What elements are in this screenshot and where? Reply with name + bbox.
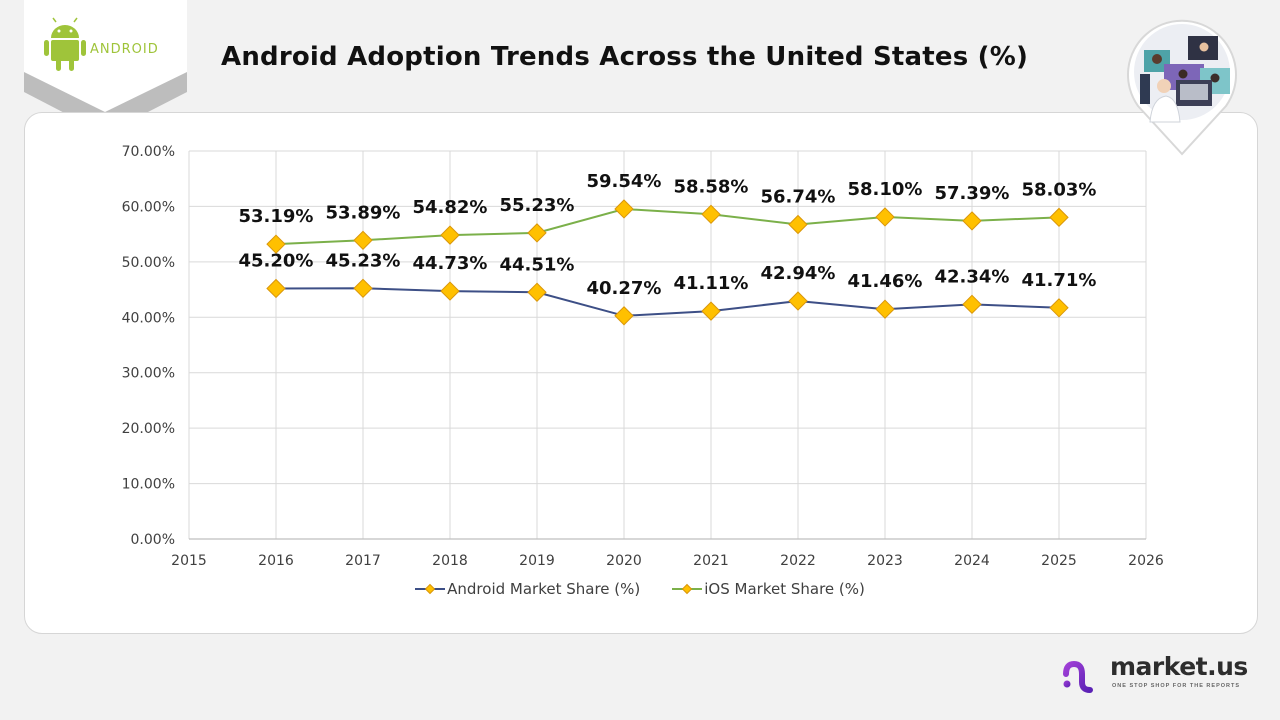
ios-marker xyxy=(614,199,634,219)
market-us-logo-icon xyxy=(1063,660,1105,693)
android-logo-banner: ANDROID xyxy=(24,0,187,134)
android-data-label: 44.51% xyxy=(500,254,575,275)
y-tick-label: 70.00% xyxy=(122,144,175,160)
x-tick-label: 2019 xyxy=(519,553,555,569)
ios-data-label: 53.19% xyxy=(239,206,314,227)
android-data-label: 40.27% xyxy=(587,278,662,299)
ios-marker xyxy=(527,223,547,243)
page-title: Android Adoption Trends Across the Unite… xyxy=(221,42,1029,72)
android-marker xyxy=(788,291,808,311)
x-tick-label: 2020 xyxy=(606,553,642,569)
android-data-label: 45.20% xyxy=(239,250,314,271)
y-tick-label: 0.00% xyxy=(131,532,175,548)
android-data-label: 44.73% xyxy=(413,253,488,274)
android-marker xyxy=(962,294,982,315)
android-data-label: 42.94% xyxy=(761,263,836,284)
axes: 0.00% 10.00% 20.00% 30.00% 40.00% 50.00% 60.00… xyxy=(122,144,1164,569)
x-tick-label: 2026 xyxy=(1128,553,1164,569)
android-marker xyxy=(701,301,721,321)
y-tick-label: 40.00% xyxy=(122,310,175,326)
android-marker xyxy=(1049,298,1069,318)
y-tick-label: 10.00% xyxy=(122,477,175,493)
android-data-label: 41.46% xyxy=(848,271,923,292)
video-conference-illustration xyxy=(1127,19,1237,156)
ios-marker xyxy=(788,214,808,235)
x-tick-label: 2022 xyxy=(780,553,816,569)
ios-data-label: 57.39% xyxy=(935,183,1010,204)
android-robot-icon xyxy=(44,17,86,71)
ios-data-label: 58.10% xyxy=(848,179,923,200)
y-tick-label: 30.00% xyxy=(122,366,175,382)
ios-data-label: 54.82% xyxy=(413,197,488,218)
android-marker xyxy=(875,299,895,319)
ios-marker xyxy=(1049,207,1069,228)
data-labels: 45.20% 45.23% 44.73% 44.51% 40.27% 41.11% 42.9… xyxy=(239,171,1097,299)
android-data-label: 41.71% xyxy=(1022,270,1097,291)
y-tick-label: 20.00% xyxy=(122,421,175,437)
ios-marker xyxy=(353,230,373,251)
brand-name: market.us xyxy=(1110,652,1248,681)
legend-item-ios[interactable]: iOS Market Share (%) xyxy=(672,580,865,598)
ios-data-label: 58.58% xyxy=(674,176,749,197)
ios-data-label: 56.74% xyxy=(761,186,836,207)
ios-data-label: 58.03% xyxy=(1022,179,1097,200)
android-data-label: 42.34% xyxy=(935,266,1010,287)
x-tick-label: 2015 xyxy=(171,553,207,569)
x-tick-label: 2021 xyxy=(693,553,729,569)
ios-data-label: 55.23% xyxy=(500,195,575,216)
market-us-brand: market.us ONE STOP SHOP FOR THE REPORTS xyxy=(1062,652,1262,696)
y-tick-label: 50.00% xyxy=(122,255,175,271)
legend-android-swatch-icon xyxy=(415,583,446,595)
chart-legend: Android Market Share (%) iOS Market Shar… xyxy=(0,580,1280,598)
x-tick-label: 2017 xyxy=(345,553,381,569)
legend-item-android[interactable]: Android Market Share (%) xyxy=(415,580,640,598)
brand-tagline: ONE STOP SHOP FOR THE REPORTS xyxy=(1112,683,1241,689)
android-series-line xyxy=(275,287,1060,317)
android-marker xyxy=(614,306,634,326)
legend-ios-swatch-icon xyxy=(672,583,703,595)
ios-data-label: 59.54% xyxy=(587,171,662,192)
y-tick-label: 60.00% xyxy=(122,199,175,215)
ios-marker xyxy=(875,207,895,227)
ios-marker xyxy=(266,234,286,254)
x-tick-label: 2024 xyxy=(954,553,990,569)
legend-android-label: Android Market Share (%) xyxy=(447,580,641,598)
legend-ios-label: iOS Market Share (%) xyxy=(704,580,865,598)
android-marker xyxy=(440,281,460,301)
android-marker xyxy=(266,278,286,299)
x-tick-label: 2016 xyxy=(258,553,294,569)
ios-series-line xyxy=(275,207,1060,246)
x-tick-label: 2025 xyxy=(1041,553,1077,569)
android-data-label: 41.11% xyxy=(674,273,749,294)
series xyxy=(266,199,1069,326)
ios-marker xyxy=(440,225,460,245)
x-tick-label: 2023 xyxy=(867,553,903,569)
android-marker xyxy=(353,278,373,299)
ios-marker xyxy=(962,211,982,231)
android-data-label: 45.23% xyxy=(326,250,401,271)
ios-marker xyxy=(701,204,721,225)
android-marker xyxy=(527,282,547,302)
x-tick-label: 2018 xyxy=(432,553,468,569)
ios-data-label: 53.89% xyxy=(326,202,401,223)
android-logo-text: ANDROID xyxy=(90,42,159,57)
